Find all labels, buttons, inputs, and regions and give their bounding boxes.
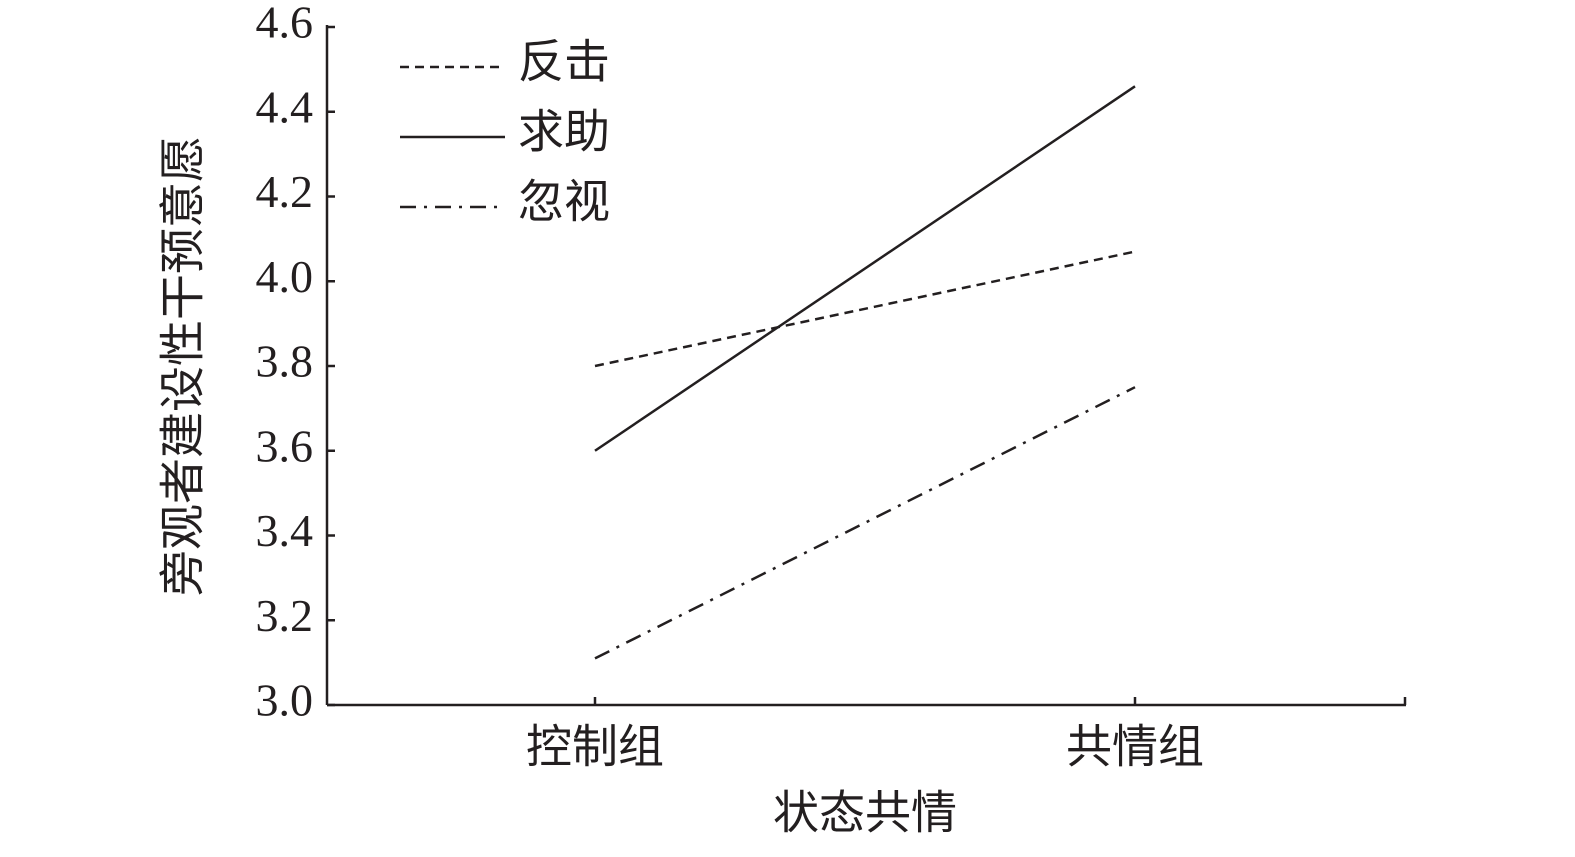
x-tick-label: 控制组 bbox=[526, 722, 664, 773]
y-tick-label: 3.2 bbox=[256, 590, 314, 641]
legend-label: 忽视 bbox=[518, 177, 610, 228]
series-line bbox=[594, 250, 1136, 368]
y-tick-label: 4.0 bbox=[256, 251, 314, 302]
y-axis-label: 旁观者建设性干预意愿 bbox=[158, 136, 209, 596]
y-tick-label: 4.4 bbox=[256, 81, 314, 132]
y-tick-label: 3.0 bbox=[256, 675, 314, 726]
legend-label: 求助 bbox=[518, 107, 610, 158]
x-axis-label: 状态共情 bbox=[773, 788, 957, 839]
y-tick-label: 3.4 bbox=[256, 505, 314, 556]
y-tick-label: 3.8 bbox=[256, 336, 314, 387]
x-tick-label: 共情组 bbox=[1066, 722, 1204, 773]
y-tick-label: 4.6 bbox=[256, 0, 314, 48]
legend-label: 反击 bbox=[518, 37, 610, 88]
y-tick-label: 3.6 bbox=[256, 420, 314, 471]
series-line bbox=[594, 386, 1136, 660]
series-line bbox=[594, 85, 1136, 452]
y-tick-label: 4.2 bbox=[256, 166, 314, 217]
